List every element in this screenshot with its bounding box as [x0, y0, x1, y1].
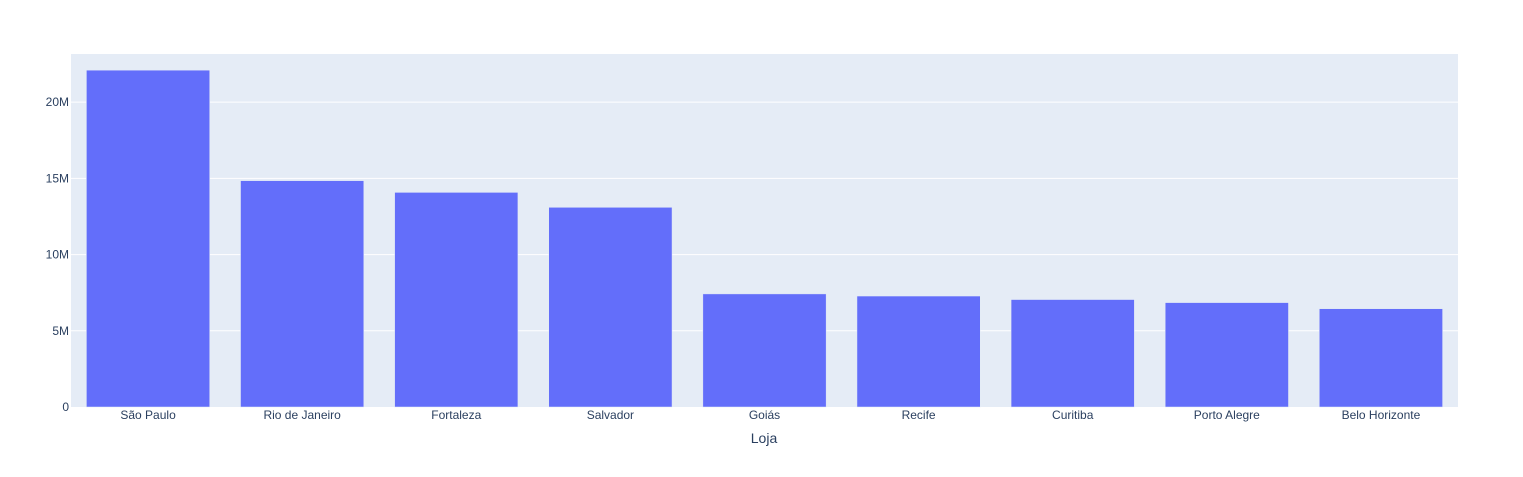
x-tick-label: Goiás [749, 408, 780, 422]
y-tick-label: 10M [46, 248, 69, 262]
x-tick-label: Salvador [587, 408, 634, 422]
x-axis-ticks: São Paulo Rio de Janeiro Fortaleza Salvador… [120, 408, 1420, 422]
bar[interactable] [394, 192, 519, 408]
x-tick-label: Rio de Janeiro [263, 408, 341, 422]
bar[interactable] [1319, 308, 1443, 408]
bar[interactable] [240, 180, 365, 408]
y-tick-label: 15M [46, 171, 69, 185]
x-tick-label: Curitiba [1052, 408, 1094, 422]
x-tick-label: Belo Horizonte [1342, 408, 1421, 422]
bar[interactable] [86, 69, 210, 408]
x-tick-label: Porto Alegre [1194, 408, 1260, 422]
bar[interactable] [702, 293, 827, 408]
y-tick-label: 0 [62, 400, 69, 414]
x-tick-label: Fortaleza [431, 408, 481, 422]
bar[interactable] [548, 207, 673, 408]
y-tick-label: 5M [52, 324, 69, 338]
y-tick-label: 20M [46, 95, 69, 109]
bars [86, 69, 1443, 408]
bar[interactable] [1164, 302, 1289, 408]
x-tick-label: São Paulo [120, 408, 176, 422]
bar[interactable] [1010, 299, 1135, 408]
y-axis-ticks: 0 5M 10M 15M 20M [46, 95, 70, 414]
bar[interactable] [856, 295, 981, 408]
x-axis-title: Loja [751, 430, 778, 446]
x-tick-label: Recife [902, 408, 936, 422]
